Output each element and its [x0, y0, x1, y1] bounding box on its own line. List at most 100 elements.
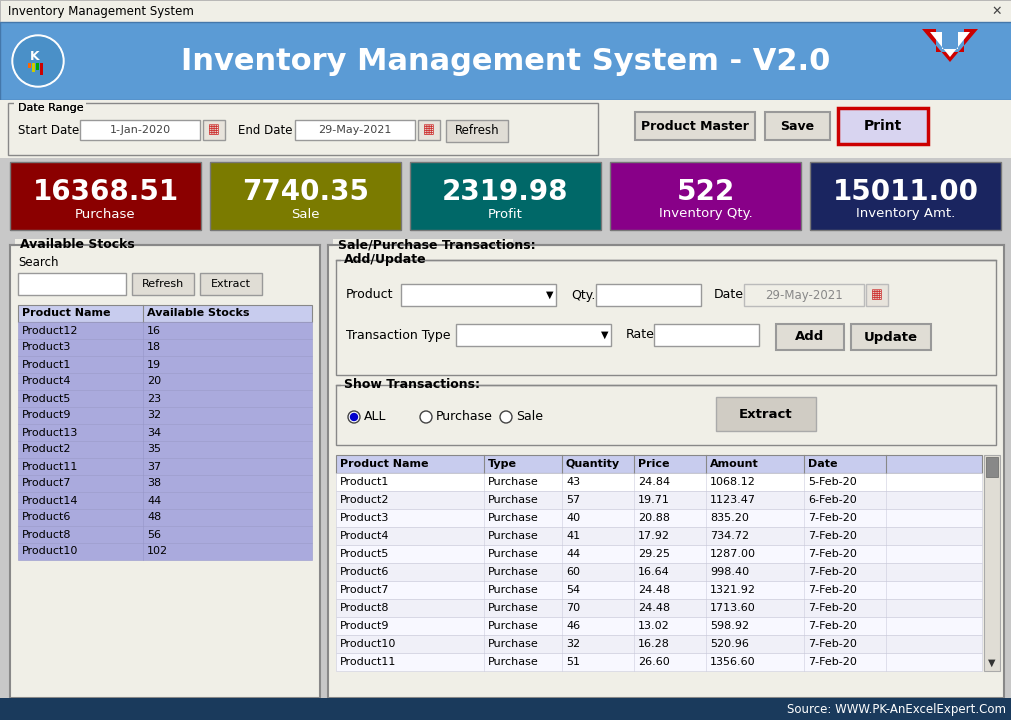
Polygon shape — [921, 29, 977, 62]
Circle shape — [348, 411, 360, 423]
Text: 1123.47: 1123.47 — [710, 495, 755, 505]
Text: Inventory Amt.: Inventory Amt. — [855, 207, 954, 220]
Text: 734.72: 734.72 — [710, 531, 748, 541]
Bar — [210, 162, 400, 230]
Bar — [15, 239, 125, 251]
Bar — [837, 108, 927, 144]
Text: Product Name: Product Name — [340, 459, 428, 469]
Text: ▦: ▦ — [208, 124, 219, 137]
Bar — [341, 379, 470, 391]
Text: Type: Type — [487, 459, 517, 469]
Text: Date Range: Date Range — [18, 103, 84, 113]
Text: 24.48: 24.48 — [637, 585, 669, 595]
Text: ▦: ▦ — [423, 124, 435, 137]
Text: 20.88: 20.88 — [637, 513, 669, 523]
Text: Product5: Product5 — [22, 394, 72, 403]
Text: Show Transactions:: Show Transactions: — [344, 379, 479, 392]
Bar — [0, 22, 1011, 100]
Bar — [32, 63, 35, 72]
Text: Purchase: Purchase — [436, 410, 492, 423]
Bar — [336, 491, 981, 509]
Text: Product8: Product8 — [340, 603, 389, 613]
Text: ▼: ▼ — [545, 290, 552, 300]
Bar — [203, 120, 224, 140]
Text: Purchase: Purchase — [487, 585, 538, 595]
Text: 15011.00: 15011.00 — [832, 178, 978, 206]
Text: 16.28: 16.28 — [637, 639, 669, 649]
Text: 19.71: 19.71 — [637, 495, 669, 505]
Text: 57: 57 — [565, 495, 579, 505]
Bar — [18, 492, 311, 509]
Text: 6-Feb-20: 6-Feb-20 — [807, 495, 856, 505]
Text: Date: Date — [714, 289, 743, 302]
Text: 16: 16 — [147, 325, 161, 336]
Text: Product10: Product10 — [340, 639, 396, 649]
Bar — [18, 526, 311, 543]
Text: 60: 60 — [565, 567, 579, 577]
Text: Search: Search — [18, 256, 59, 269]
Bar — [336, 635, 981, 653]
Bar — [336, 473, 981, 491]
Bar — [18, 339, 311, 356]
Text: Product7: Product7 — [22, 479, 72, 488]
Text: Sale: Sale — [291, 207, 319, 220]
Text: 522: 522 — [675, 178, 734, 206]
Text: Refresh: Refresh — [454, 125, 498, 138]
Bar — [18, 424, 311, 441]
Text: ▼: ▼ — [988, 658, 995, 668]
Circle shape — [499, 411, 512, 423]
Bar — [18, 509, 311, 526]
Bar — [18, 305, 311, 322]
Bar — [983, 455, 999, 671]
Text: 2319.98: 2319.98 — [442, 178, 568, 206]
Text: 16368.51: 16368.51 — [32, 178, 178, 206]
Text: Purchase: Purchase — [75, 207, 135, 220]
Text: 43: 43 — [565, 477, 579, 487]
Bar — [985, 457, 997, 477]
Circle shape — [420, 411, 432, 423]
Bar — [850, 324, 930, 350]
Text: Add: Add — [795, 330, 824, 343]
Text: 54: 54 — [565, 585, 579, 595]
Bar — [333, 239, 513, 251]
Text: Product3: Product3 — [22, 343, 72, 353]
Bar — [336, 385, 995, 445]
Text: End Date: End Date — [238, 124, 292, 137]
Text: 1287.00: 1287.00 — [710, 549, 755, 559]
Text: Source: WWW.PK-AnExcelExpert.Com: Source: WWW.PK-AnExcelExpert.Com — [787, 703, 1005, 716]
Text: Date: Date — [807, 459, 837, 469]
Text: Product4: Product4 — [22, 377, 72, 387]
Text: Sale: Sale — [516, 410, 543, 423]
Bar — [418, 120, 440, 140]
Text: Rate: Rate — [626, 328, 654, 341]
Text: 1321.92: 1321.92 — [710, 585, 755, 595]
Text: 37: 37 — [147, 462, 161, 472]
Bar — [809, 162, 1000, 230]
Text: 41: 41 — [565, 531, 579, 541]
Text: 7-Feb-20: 7-Feb-20 — [807, 549, 856, 559]
Text: Inventory Qty.: Inventory Qty. — [658, 207, 751, 220]
Bar — [28, 63, 31, 68]
Text: Purchase: Purchase — [487, 603, 538, 613]
Bar — [653, 324, 758, 346]
Text: Date Range: Date Range — [18, 103, 84, 113]
Text: 20: 20 — [147, 377, 161, 387]
Text: Inventory Management System: Inventory Management System — [8, 4, 194, 17]
Text: 56: 56 — [147, 529, 161, 539]
Bar — [10, 245, 319, 698]
Text: 7-Feb-20: 7-Feb-20 — [807, 585, 856, 595]
Text: Quantity: Quantity — [565, 459, 620, 469]
Bar — [336, 653, 981, 671]
Text: 835.20: 835.20 — [710, 513, 748, 523]
Bar — [14, 100, 86, 107]
Bar — [336, 581, 981, 599]
Text: Product1: Product1 — [22, 359, 72, 369]
Text: Price: Price — [637, 459, 669, 469]
Bar — [0, 100, 1011, 158]
Text: Purchase: Purchase — [487, 621, 538, 631]
Text: 32: 32 — [147, 410, 161, 420]
Text: Purchase: Purchase — [487, 549, 538, 559]
Text: 7-Feb-20: 7-Feb-20 — [807, 513, 856, 523]
Text: Inventory Management System - V2.0: Inventory Management System - V2.0 — [181, 47, 830, 76]
Text: Product14: Product14 — [22, 495, 79, 505]
